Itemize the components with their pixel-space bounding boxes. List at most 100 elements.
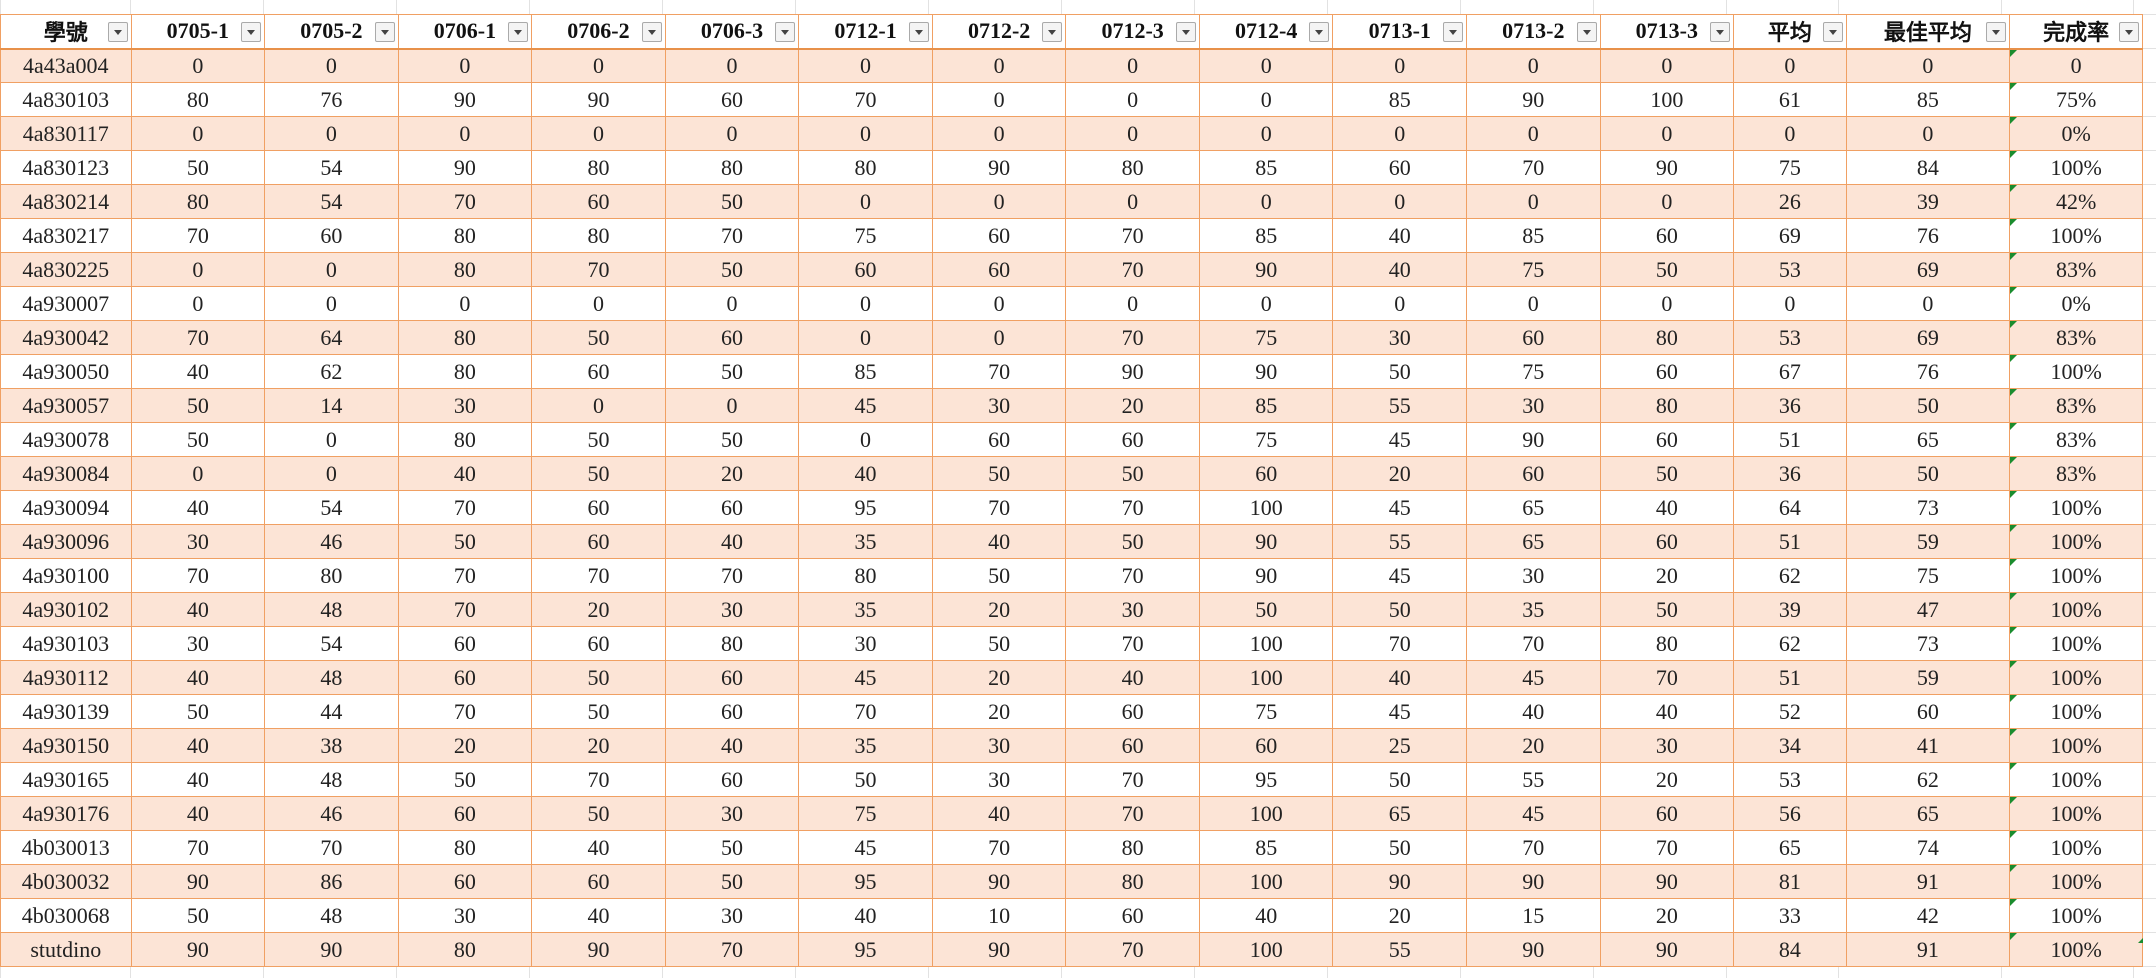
score-cell[interactable]: 100: [1198, 932, 1334, 967]
score-cell[interactable]: 76: [1845, 354, 2011, 389]
score-cell[interactable]: 50: [531, 422, 666, 457]
score-cell[interactable]: 54: [264, 626, 399, 661]
score-cell[interactable]: 20: [1332, 456, 1468, 491]
student-id-cell[interactable]: 4a930078: [0, 422, 132, 457]
score-cell[interactable]: 60: [1065, 728, 1200, 763]
score-cell[interactable]: 35: [798, 728, 933, 763]
score-cell[interactable]: 45: [1332, 490, 1468, 525]
score-cell[interactable]: 50: [130, 388, 266, 423]
score-cell[interactable]: 100: [1198, 796, 1334, 831]
score-cell[interactable]: 80: [1065, 864, 1200, 899]
score-cell[interactable]: 45: [798, 660, 933, 695]
score-cell[interactable]: 30: [130, 524, 266, 559]
score-cell[interactable]: 84: [1733, 932, 1847, 967]
score-cell[interactable]: 39: [1845, 184, 2011, 219]
score-cell[interactable]: 70: [798, 694, 933, 729]
score-cell[interactable]: 60: [531, 184, 666, 219]
score-cell[interactable]: 0: [1198, 116, 1334, 151]
score-cell[interactable]: 50: [664, 184, 800, 219]
score-cell[interactable]: 60: [531, 524, 666, 559]
score-cell[interactable]: 85: [1332, 82, 1468, 117]
score-cell[interactable]: 55: [1332, 932, 1468, 967]
score-cell[interactable]: 0: [264, 422, 399, 457]
score-cell[interactable]: 80: [531, 150, 666, 185]
score-cell[interactable]: 30: [664, 592, 800, 627]
score-cell[interactable]: 60: [664, 694, 800, 729]
score-cell[interactable]: 90: [1599, 864, 1735, 899]
score-cell[interactable]: 50: [531, 320, 666, 355]
score-cell[interactable]: 80: [130, 82, 266, 117]
score-cell[interactable]: 0: [1198, 184, 1334, 219]
score-cell[interactable]: 0: [1733, 48, 1847, 83]
score-cell[interactable]: 25: [1332, 728, 1468, 763]
score-cell[interactable]: 60: [931, 252, 1067, 287]
student-id-cell[interactable]: 4b030013: [0, 830, 132, 865]
student-id-cell[interactable]: 4a930042: [0, 320, 132, 355]
score-cell[interactable]: 0: [130, 252, 266, 287]
filter-dropdown-icon[interactable]: [508, 22, 529, 42]
score-cell[interactable]: 45: [1332, 422, 1468, 457]
score-cell[interactable]: 50: [531, 796, 666, 831]
student-id-cell[interactable]: 4a930103: [0, 626, 132, 661]
score-cell[interactable]: 53: [1733, 320, 1847, 355]
score-cell[interactable]: 0: [1733, 116, 1847, 151]
score-cell[interactable]: 48: [264, 898, 399, 933]
completion-rate-cell[interactable]: 100%: [2009, 796, 2143, 831]
score-cell[interactable]: 40: [397, 456, 533, 491]
score-cell[interactable]: 80: [1599, 626, 1735, 661]
score-cell[interactable]: 0: [1332, 116, 1468, 151]
score-cell[interactable]: 70: [798, 82, 933, 117]
completion-rate-cell[interactable]: 100%: [2009, 558, 2143, 593]
score-cell[interactable]: 40: [664, 524, 800, 559]
score-cell[interactable]: 51: [1733, 524, 1847, 559]
score-cell[interactable]: 80: [1599, 320, 1735, 355]
score-cell[interactable]: 70: [130, 218, 266, 253]
score-cell[interactable]: 90: [1198, 252, 1334, 287]
student-id-cell[interactable]: 4a930084: [0, 456, 132, 491]
filter-dropdown-icon[interactable]: [1042, 22, 1063, 42]
score-cell[interactable]: 65: [1466, 490, 1601, 525]
score-cell[interactable]: 20: [1599, 558, 1735, 593]
score-cell[interactable]: 42: [1845, 898, 2011, 933]
score-cell[interactable]: 70: [130, 558, 266, 593]
completion-rate-cell[interactable]: 0: [2009, 48, 2143, 83]
student-id-cell[interactable]: 4a830217: [0, 218, 132, 253]
score-cell[interactable]: 48: [264, 592, 399, 627]
filter-dropdown-icon[interactable]: [908, 22, 929, 42]
score-cell[interactable]: 70: [264, 830, 399, 865]
score-cell[interactable]: 73: [1845, 626, 2011, 661]
score-cell[interactable]: 70: [1065, 252, 1200, 287]
score-cell[interactable]: 75: [1198, 422, 1334, 457]
score-cell[interactable]: 40: [130, 728, 266, 763]
score-cell[interactable]: 85: [1198, 150, 1334, 185]
score-cell[interactable]: 26: [1733, 184, 1847, 219]
completion-rate-cell[interactable]: 83%: [2009, 320, 2143, 355]
score-cell[interactable]: 30: [1466, 558, 1601, 593]
score-cell[interactable]: 0: [1599, 184, 1735, 219]
completion-rate-cell[interactable]: 42%: [2009, 184, 2143, 219]
student-id-cell[interactable]: 4a930102: [0, 592, 132, 627]
column-header[interactable]: 0713-1: [1332, 14, 1468, 50]
score-cell[interactable]: 50: [1599, 592, 1735, 627]
score-cell[interactable]: 60: [397, 626, 533, 661]
student-id-cell[interactable]: 4b030032: [0, 864, 132, 899]
column-header[interactable]: 0712-1: [798, 14, 933, 50]
score-cell[interactable]: 30: [1332, 320, 1468, 355]
score-cell[interactable]: 85: [798, 354, 933, 389]
score-cell[interactable]: 0: [1466, 286, 1601, 321]
score-cell[interactable]: 75: [798, 796, 933, 831]
score-cell[interactable]: 40: [1599, 490, 1735, 525]
score-cell[interactable]: 90: [264, 932, 399, 967]
score-cell[interactable]: 45: [1332, 558, 1468, 593]
score-cell[interactable]: 70: [931, 830, 1067, 865]
score-cell[interactable]: 0: [531, 388, 666, 423]
score-cell[interactable]: 30: [397, 388, 533, 423]
column-header[interactable]: 學號: [0, 14, 132, 50]
score-cell[interactable]: 0: [397, 48, 533, 83]
score-cell[interactable]: 0: [1065, 82, 1200, 117]
score-cell[interactable]: 75: [1198, 694, 1334, 729]
score-cell[interactable]: 70: [664, 932, 800, 967]
score-cell[interactable]: 20: [931, 694, 1067, 729]
score-cell[interactable]: 50: [1599, 252, 1735, 287]
score-cell[interactable]: 80: [397, 218, 533, 253]
